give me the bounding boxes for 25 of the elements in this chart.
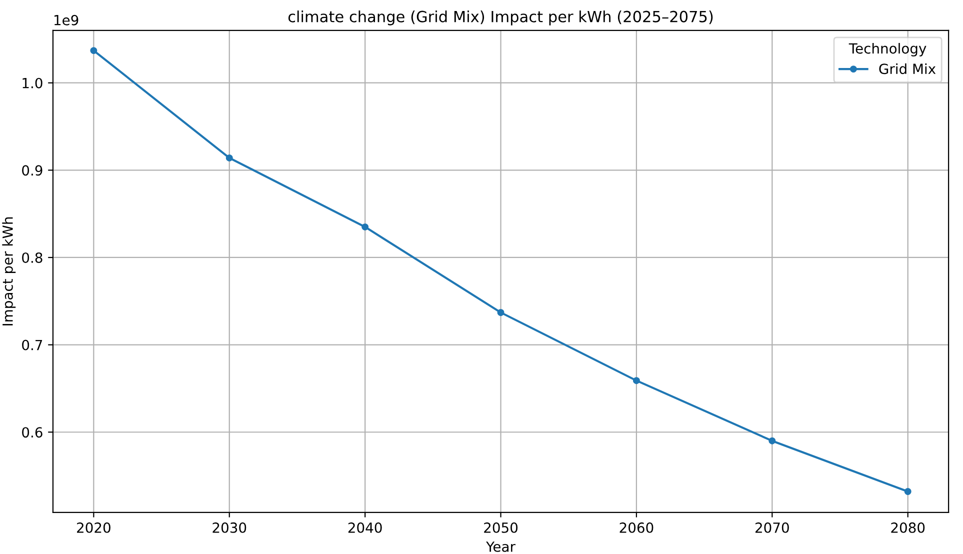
x-tick-label: 2060 <box>620 522 654 533</box>
legend-label: Grid Mix <box>879 63 936 74</box>
point <box>362 223 369 230</box>
y-tick-label: 0.7 <box>22 340 42 350</box>
x-tick-label: 2080 <box>891 522 925 533</box>
x-tick-label: 2050 <box>484 522 518 533</box>
x-tick-label: 2040 <box>348 522 382 533</box>
point <box>90 47 98 54</box>
y-tick-label: 0.8 <box>22 252 42 263</box>
y-tick-label: 0.6 <box>22 427 42 438</box>
point <box>904 488 912 495</box>
x-axis-title: Year <box>486 542 516 552</box>
point <box>768 437 776 444</box>
point <box>226 154 233 162</box>
x-tick-label: 2020 <box>77 522 110 533</box>
x-tick-label: 2030 <box>212 522 246 533</box>
y-axis-title: Impact per kWh <box>2 217 16 326</box>
legend-title: Technology <box>848 42 926 56</box>
chart-title: climate change (Grid Mix) Impact per kWh (2025–2075) <box>288 10 713 26</box>
x-tick-label: 2070 <box>755 522 789 533</box>
point <box>497 309 504 316</box>
text: 1e9 <box>54 14 78 26</box>
y-tick-label: 1.0 <box>22 78 42 88</box>
point <box>632 377 640 384</box>
y-tick-label: 0.9 <box>22 165 42 176</box>
